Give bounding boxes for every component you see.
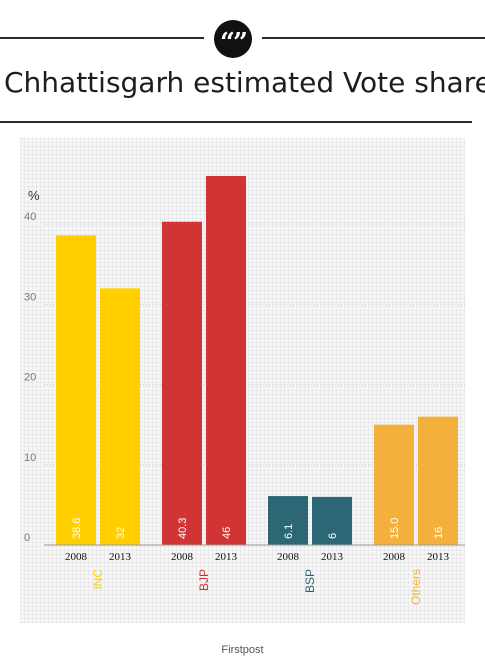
y-tick-label: 10 bbox=[24, 452, 36, 464]
bar bbox=[418, 416, 458, 545]
title-divider bbox=[0, 121, 472, 123]
bar-value-label: 16 bbox=[433, 527, 445, 539]
quote-icon: “” bbox=[214, 20, 252, 58]
y-tick-label: 30 bbox=[24, 291, 36, 303]
source-credit: Firstpost bbox=[221, 644, 264, 656]
category-label: Others bbox=[409, 569, 423, 605]
bar-value-label: 46 bbox=[221, 527, 233, 539]
bar bbox=[312, 496, 352, 545]
x-tick-label: 2008 bbox=[277, 551, 300, 563]
category-label: BJP bbox=[197, 569, 211, 591]
bar-value-label: 38.6 bbox=[71, 518, 83, 539]
top-divider-left bbox=[0, 37, 204, 39]
category-label: BSP bbox=[303, 569, 317, 593]
x-tick-label: 2013 bbox=[321, 551, 344, 563]
bar bbox=[100, 288, 140, 545]
bar-value-label: 6 bbox=[327, 533, 339, 539]
x-tick-label: 2013 bbox=[109, 551, 132, 563]
category-label: INC bbox=[91, 569, 105, 590]
bar-value-label: 40.3 bbox=[177, 518, 189, 539]
bar bbox=[268, 496, 308, 545]
bar-chart: 0 10 20 30 40% 38.6 2008 32 2013 INC 40.3 2008 46 201… bbox=[24, 176, 465, 605]
chart-panel: 0 10 20 30 40% 38.6 2008 32 2013 INC 40.3 2008 46 201… bbox=[20, 138, 465, 623]
top-divider-right bbox=[262, 37, 485, 39]
bar-value-label: 15.0 bbox=[389, 518, 401, 539]
y-tick-label: 20 bbox=[24, 372, 36, 384]
y-axis-label: % bbox=[28, 188, 40, 203]
bar bbox=[206, 176, 246, 545]
x-tick-label: 2008 bbox=[171, 551, 194, 563]
x-tick-label: 2008 bbox=[65, 551, 88, 563]
bar bbox=[162, 221, 202, 545]
bar bbox=[374, 424, 414, 545]
bar-value-label: 6.1 bbox=[283, 524, 295, 539]
bar-value-label: 32 bbox=[115, 527, 127, 539]
y-tick-label: 0 bbox=[24, 532, 30, 544]
y-tick-label: 40 bbox=[24, 211, 36, 223]
x-tick-label: 2008 bbox=[383, 551, 406, 563]
x-tick-label: 2013 bbox=[427, 551, 450, 563]
page-title: Chhattisgarh estimated Vote share bbox=[4, 66, 485, 99]
x-tick-label: 2013 bbox=[215, 551, 238, 563]
bar bbox=[56, 235, 96, 545]
